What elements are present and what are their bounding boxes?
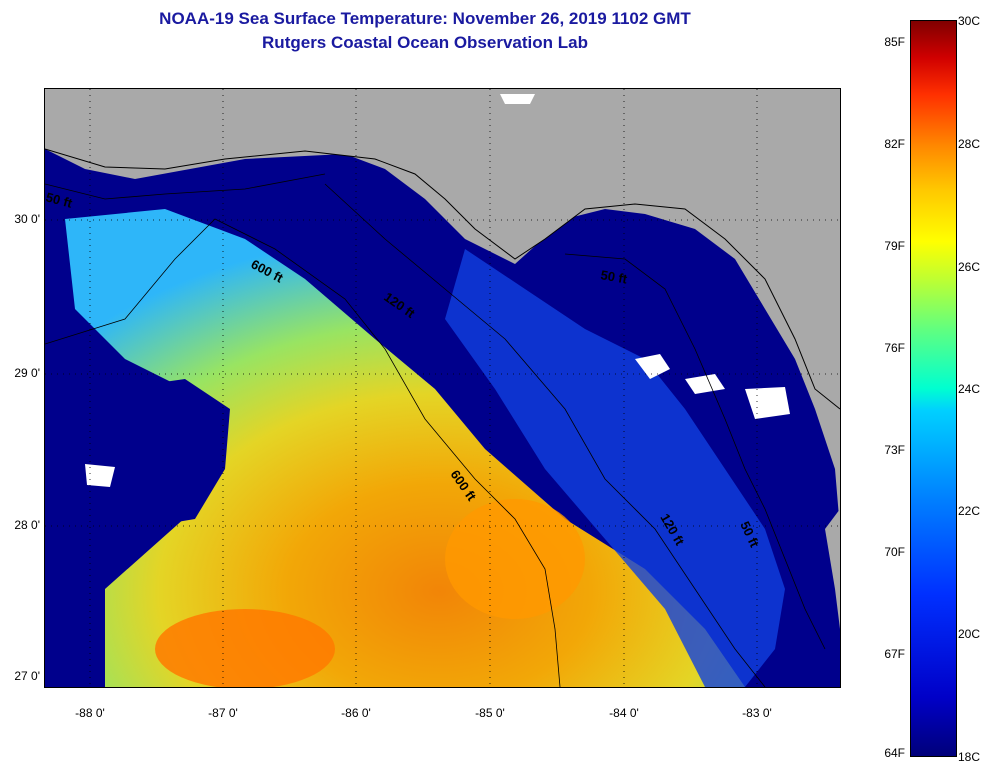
colorbar-f-label: 76F xyxy=(884,341,905,355)
lon-label: -87 0' xyxy=(208,706,238,720)
colorbar-c-label: 22C xyxy=(958,504,981,518)
florida-peninsula-land xyxy=(825,509,840,629)
colorbar-f-label: 79F xyxy=(884,239,905,253)
contour-label: 50 ft xyxy=(45,189,75,211)
colorbar-c-label: 30C xyxy=(958,14,981,28)
cloud-patch xyxy=(745,387,790,419)
colorbar-f-label: 82F xyxy=(884,137,905,151)
lon-label: -83 0' xyxy=(742,706,772,720)
cloud-patch xyxy=(500,94,535,104)
lat-label: 29 0' xyxy=(14,366,40,380)
colorbar-f-label: 73F xyxy=(884,443,905,457)
sst-map: 50 ft 600 ft 120 ft 50 ft 600 ft 120 ft … xyxy=(44,88,841,688)
coastline xyxy=(45,148,840,410)
cloud-patch xyxy=(685,374,725,394)
warm-core-west xyxy=(155,609,335,687)
cold-west-patch xyxy=(45,379,230,569)
lon-label: -86 0' xyxy=(341,706,371,720)
lon-label: -84 0' xyxy=(609,706,639,720)
cloud-patch xyxy=(85,464,115,487)
colorbar-c-label: 24C xyxy=(958,382,981,396)
lat-label: 30 0' xyxy=(14,212,40,226)
warm-core-east xyxy=(445,499,585,619)
colorbar-c-label: 26C xyxy=(958,260,981,274)
graticule xyxy=(45,89,840,687)
colorbar-c-label: 18C xyxy=(958,750,981,764)
colorbar-c-label: 20C xyxy=(958,627,981,641)
contour-120ft xyxy=(324,183,766,687)
colorbar-c-label: 28C xyxy=(958,137,981,151)
contour-600ft xyxy=(45,218,561,687)
colorbar-f-label: 85F xyxy=(884,35,905,49)
lon-label: -88 0' xyxy=(75,706,105,720)
colorbar-f-label: 70F xyxy=(884,545,905,559)
colorbar-f-label: 67F xyxy=(884,647,905,661)
cool-shelf-water xyxy=(445,249,785,687)
contour-50ft-east xyxy=(564,253,826,650)
lon-label: -85 0' xyxy=(475,706,505,720)
contour-50ft-west xyxy=(45,173,326,200)
colorbar-f-label: 64F xyxy=(884,746,905,760)
lat-label: 27 0' xyxy=(14,669,40,683)
temperature-colorbar xyxy=(910,20,957,757)
contour-label: 50 ft xyxy=(599,267,629,287)
florida-panhandle-land xyxy=(45,89,840,409)
lat-label: 28 0' xyxy=(14,518,40,532)
cloud-patch xyxy=(635,354,670,379)
map-title: NOAA-19 Sea Surface Temperature: Novembe… xyxy=(159,9,691,28)
map-subtitle: Rutgers Coastal Ocean Observation Lab xyxy=(262,33,588,52)
